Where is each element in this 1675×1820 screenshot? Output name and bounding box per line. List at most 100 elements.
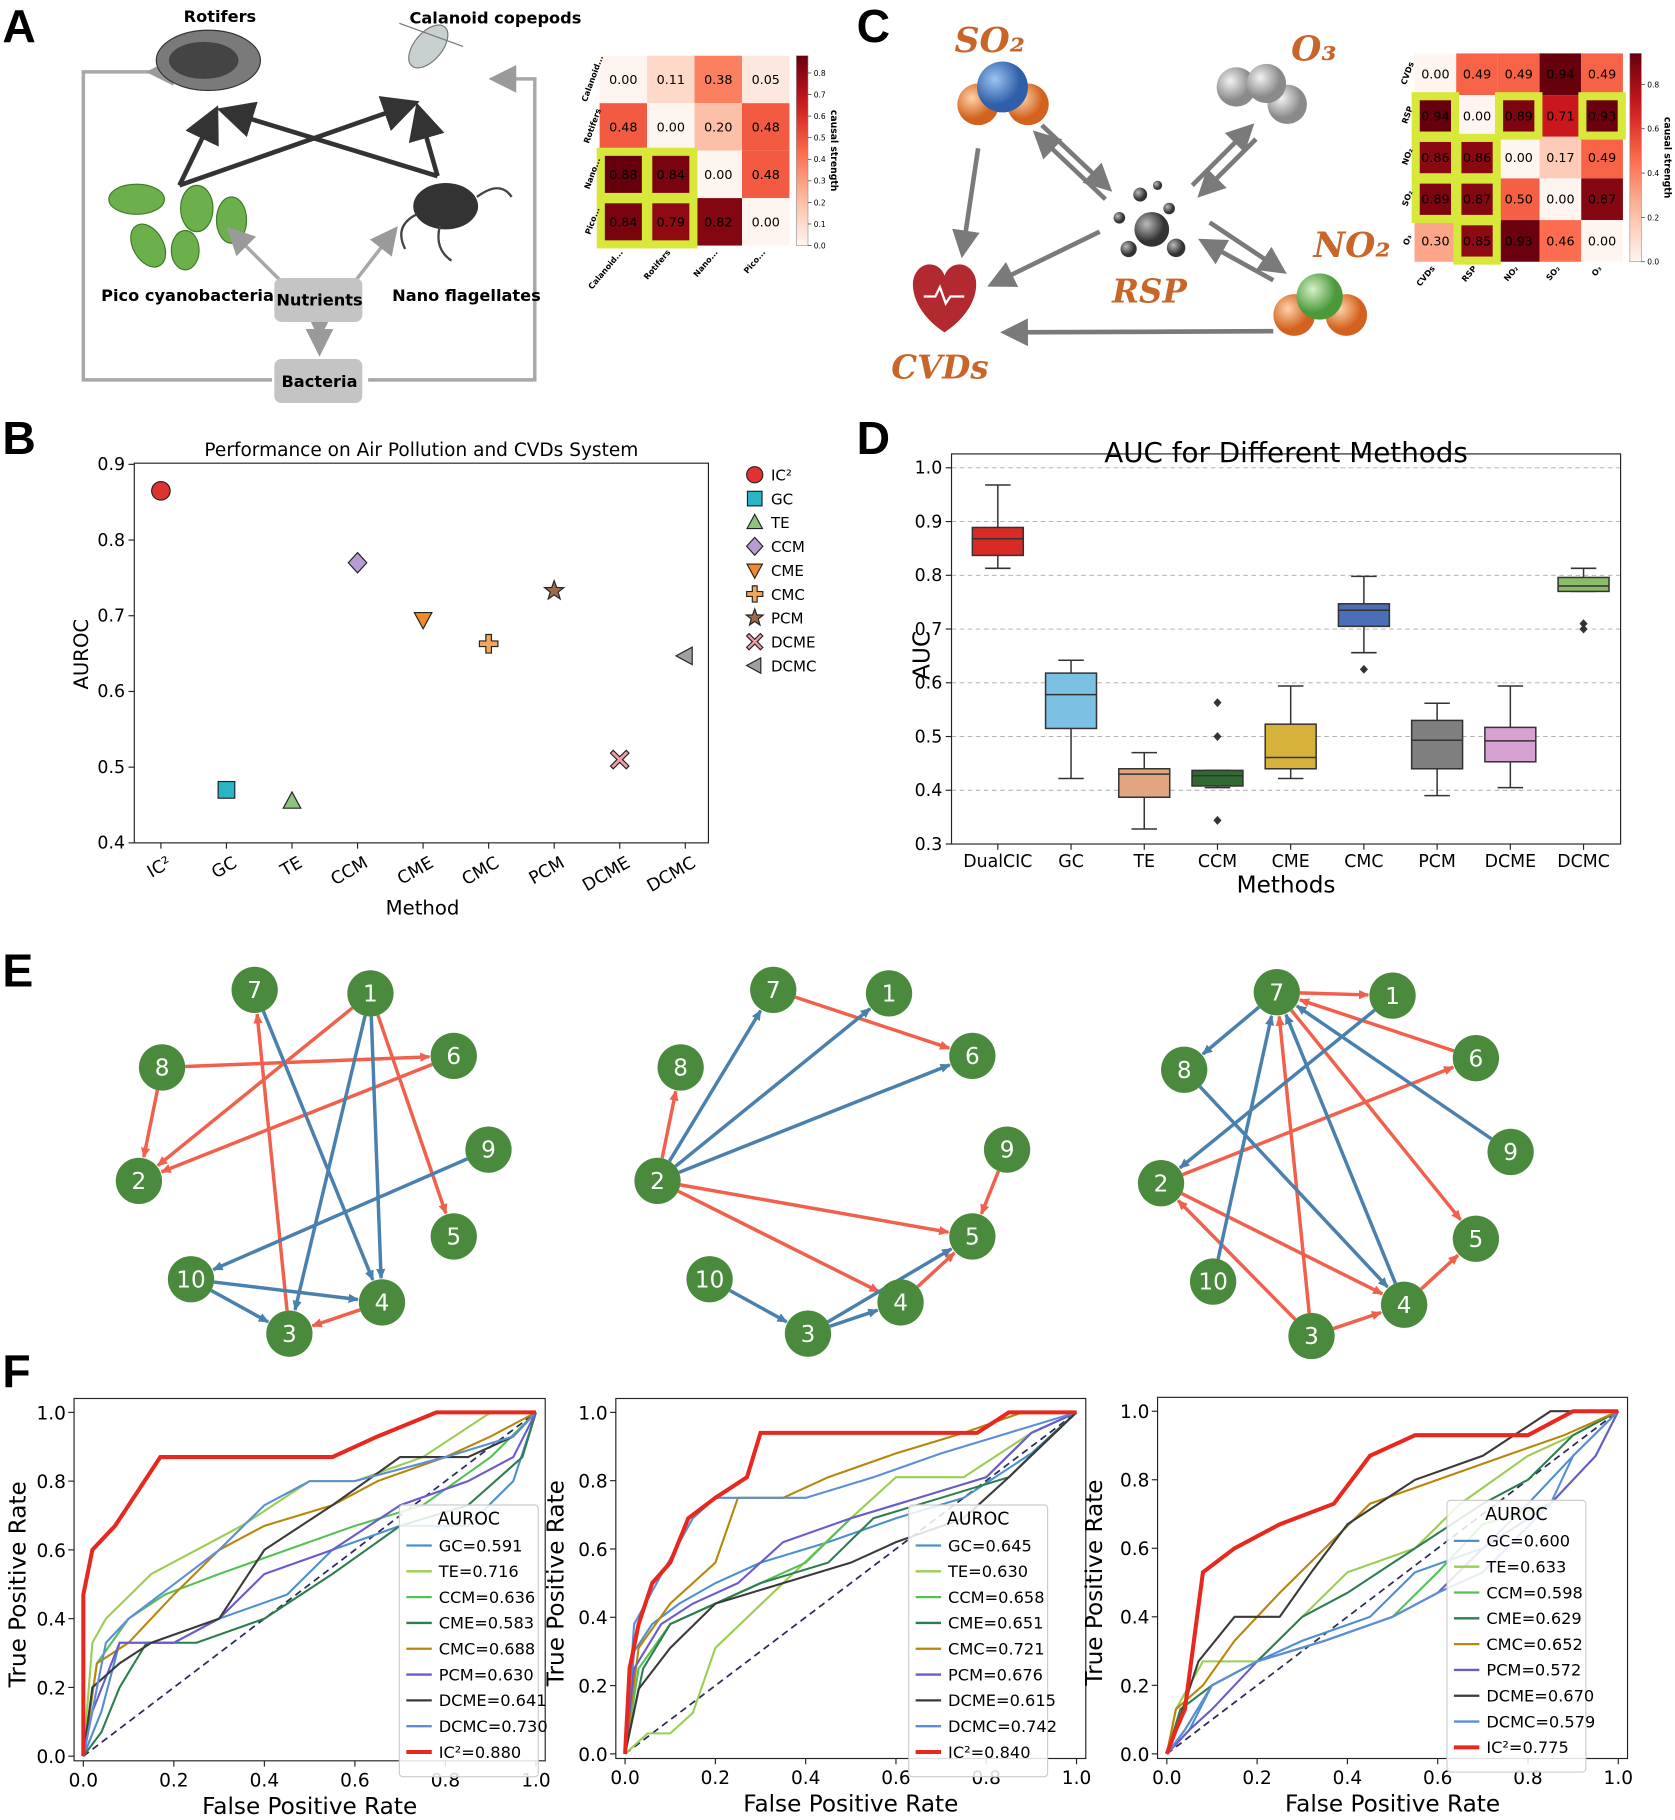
- x-axis-label: Method: [386, 897, 460, 920]
- network-edge: [1181, 1065, 1455, 1177]
- heatmap-cell: [742, 103, 790, 151]
- legend-label: TE: [770, 514, 790, 532]
- y-tick-label: 0.8: [1120, 1471, 1149, 1492]
- node-label: 10: [1198, 1270, 1227, 1296]
- x-tick-label: 0.6: [881, 1768, 910, 1789]
- heatmap-cell: [599, 150, 648, 199]
- node-label: 4: [375, 1291, 390, 1317]
- network-edge: [1299, 990, 1370, 1000]
- network-edge: [1180, 1191, 1384, 1296]
- network-edge: [1275, 1015, 1311, 1314]
- cell-label: 0.71: [1546, 109, 1574, 124]
- network-node: [686, 1256, 733, 1303]
- legend-label: CME=0.583: [439, 1614, 534, 1633]
- node-label: 8: [1177, 1058, 1192, 1084]
- highlight-box: [1494, 92, 1543, 140]
- y-tick-label: 0.6: [37, 1541, 66, 1562]
- legend-label: PCM=0.676: [948, 1665, 1043, 1684]
- marker: [413, 612, 433, 631]
- heatmap-cell: [647, 55, 695, 104]
- heatmap-cell: [599, 103, 648, 151]
- heatmap-cell: [1497, 53, 1540, 96]
- plot-frame: [950, 453, 1622, 845]
- cell-label: 0.00: [1546, 193, 1574, 208]
- network-node: [877, 1279, 924, 1326]
- plot-frame: [133, 462, 710, 844]
- heatmap-cell: [1539, 220, 1582, 262]
- marker: [746, 513, 764, 530]
- node-label: 5: [446, 1225, 461, 1251]
- legend-label: DCME=0.615: [948, 1691, 1056, 1710]
- node-label: 1: [882, 981, 897, 1007]
- highlight-box: [644, 195, 698, 249]
- heatmap-cell: [599, 198, 648, 246]
- cell-label: 0.84: [609, 215, 637, 230]
- legend-label: TE=0.630: [947, 1562, 1028, 1581]
- x-tick-label: GC: [1058, 852, 1084, 872]
- panel-label: D: [857, 412, 890, 464]
- roc-curve: [81, 1410, 536, 1757]
- roc-curve: [624, 1411, 1078, 1755]
- colorbar-tick-label: 0.8: [814, 69, 826, 78]
- node-label: 7: [766, 978, 781, 1004]
- box: [1044, 672, 1098, 730]
- marker: [282, 790, 302, 809]
- x-tick-label: 0.4: [791, 1768, 820, 1789]
- node-label: 5: [1469, 1227, 1484, 1253]
- organism-label: Pico cyanobacteria: [101, 286, 274, 305]
- network-node: [430, 1213, 477, 1260]
- cell-label: 0.79: [657, 215, 685, 230]
- legend-label: DCMC=0.742: [948, 1717, 1057, 1736]
- heatmap-cell: [1581, 53, 1623, 96]
- cell-label: 0.00: [1588, 234, 1616, 249]
- legend-label: DCME=0.641: [439, 1691, 547, 1710]
- heatmap-cell: [1581, 95, 1623, 137]
- x-tick-label: TE: [1132, 852, 1155, 872]
- cell-label: 0.00: [657, 120, 685, 135]
- colorbar-tick-label: 0.2: [1647, 213, 1659, 222]
- node-label: 9: [481, 1138, 496, 1164]
- legend-label: PCM: [771, 610, 804, 628]
- marker: [1213, 732, 1222, 741]
- legend-label: GC=0.600: [1486, 1532, 1570, 1551]
- node-label: Nutrients: [276, 291, 362, 310]
- organism-label: Nano flagellates: [392, 286, 541, 305]
- node-label: 3: [282, 1322, 297, 1348]
- reference-line: [82, 1411, 537, 1757]
- legend-label: CME=0.629: [1486, 1609, 1581, 1628]
- network-edge: [678, 1063, 951, 1174]
- node-label: 2: [132, 1169, 147, 1195]
- network-edge: [729, 1288, 788, 1324]
- cell-label: 0.49: [1588, 68, 1616, 83]
- network-edge: [1298, 998, 1455, 1053]
- legend-label: CCM=0.636: [439, 1588, 535, 1607]
- highlight-box: [1453, 217, 1501, 265]
- cell-label: 0.00: [609, 73, 637, 88]
- network-edge: [1295, 1004, 1493, 1141]
- y-tick-label: 0.0: [578, 1745, 607, 1766]
- legend-label: CMC=0.721: [948, 1640, 1044, 1659]
- network-edge: [185, 1052, 431, 1069]
- heatmap-cell: [694, 198, 743, 246]
- network-edge: [679, 1183, 950, 1236]
- y-axis-label: True Positive Rate: [544, 1480, 570, 1687]
- cell-label: 0.11: [657, 73, 685, 88]
- node-label: 7: [1269, 980, 1284, 1006]
- network-node: [1253, 969, 1300, 1016]
- network-edge: [677, 1189, 880, 1294]
- network-edge: [1176, 1199, 1297, 1321]
- colorbar: [796, 55, 809, 246]
- network-node: [1452, 1215, 1500, 1262]
- network-edge: [1201, 1005, 1261, 1056]
- y-tick-label: 0.8: [37, 1472, 66, 1493]
- network-node: [138, 1044, 186, 1091]
- heatmap-cell: [1581, 220, 1623, 262]
- y-tick-label: 0.2: [578, 1677, 607, 1698]
- colorbar-tick-label: 0.3: [814, 177, 826, 186]
- cell-label: 0.46: [1546, 234, 1574, 249]
- node-label: 8: [155, 1056, 170, 1082]
- network-node: [634, 1157, 681, 1205]
- reference-line: [1166, 1410, 1619, 1755]
- cell-label: 0.17: [1546, 151, 1574, 166]
- box: [971, 526, 1025, 557]
